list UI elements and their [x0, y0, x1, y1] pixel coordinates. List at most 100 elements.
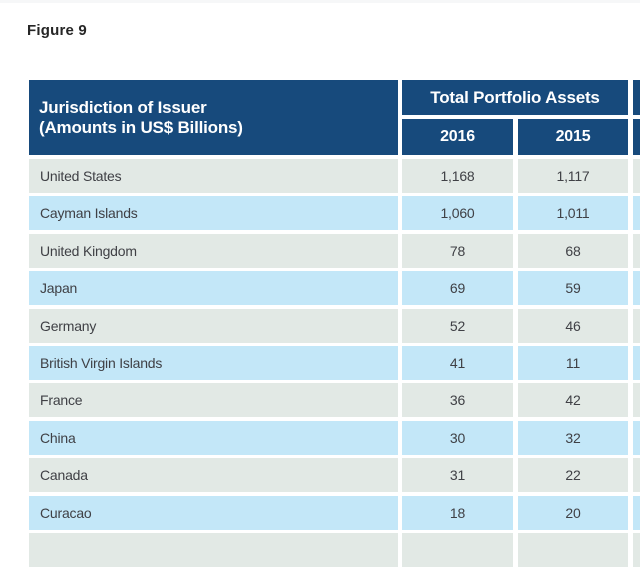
column-divider — [513, 271, 518, 306]
value-2016-cell: 78 — [402, 233, 513, 268]
column-divider — [513, 233, 518, 268]
table-row: British Virgin Islands 41 11 — [29, 345, 640, 380]
column-divider — [628, 271, 633, 306]
header-year-row: 2016 2015 — [402, 119, 640, 155]
truncated-column-sliver — [633, 308, 640, 343]
value-2016-cell: 41 — [402, 345, 513, 380]
column-divider — [628, 345, 633, 380]
truncated-column-sliver — [633, 345, 640, 380]
table-rows: United States 1,168 1,117 Cayman Islands… — [29, 159, 640, 530]
jurisdiction-cell: United States — [29, 159, 398, 193]
truncated-column-sliver — [633, 271, 640, 306]
table-row: Canada 31 22 — [29, 458, 640, 493]
column-divider — [513, 308, 518, 343]
column-divider — [513, 119, 518, 155]
header-truncated-column-sliver — [633, 119, 640, 155]
column-divider — [513, 420, 518, 455]
column-divider — [628, 308, 633, 343]
value-2016-cell: 52 — [402, 308, 513, 343]
table-row: France 36 42 — [29, 383, 640, 418]
column-divider — [513, 495, 518, 530]
value-2015-cell: 42 — [518, 383, 628, 418]
column-divider — [628, 119, 633, 155]
table-row: Curacao 18 20 — [29, 495, 640, 530]
table-row: United States 1,168 1,117 — [29, 159, 640, 193]
column-divider — [398, 383, 402, 418]
portfolio-assets-table: Jurisdiction of Issuer (Amounts in US$ B… — [29, 80, 640, 567]
column-divider — [398, 420, 402, 455]
value-2015-cell: 1,011 — [518, 196, 628, 231]
header-jurisdiction-line1: Jurisdiction of Issuer — [39, 97, 207, 117]
value-2016-cell: 69 — [402, 271, 513, 306]
column-divider — [628, 383, 633, 418]
value-2015-cell: 46 — [518, 308, 628, 343]
table-row: Germany 52 46 — [29, 308, 640, 343]
value-2016-cell: 30 — [402, 420, 513, 455]
truncated-column-sliver — [633, 458, 640, 493]
value-2016-cell: 1,168 — [402, 159, 513, 193]
column-divider — [398, 271, 402, 306]
column-divider — [628, 80, 633, 115]
header-year-2015: 2015 — [518, 119, 628, 155]
value-2016-cell: 31 — [402, 458, 513, 493]
column-divider — [398, 233, 402, 268]
column-divider — [398, 308, 402, 343]
jurisdiction-cell: United Kingdom — [29, 233, 398, 268]
jurisdiction-cell: Japan — [29, 271, 398, 306]
header-total-portfolio-assets: Total Portfolio Assets — [402, 80, 628, 115]
table-row: China 30 32 — [29, 420, 640, 455]
row-divider — [402, 115, 640, 119]
table-row: Japan 69 59 — [29, 271, 640, 306]
header-year-2016: 2016 — [402, 119, 513, 155]
value-2016-cell: 1,060 — [402, 196, 513, 231]
value-2016-cell: 18 — [402, 495, 513, 530]
truncated-column-sliver — [633, 532, 640, 567]
header-group-row: Total Portfolio Assets — [402, 80, 640, 115]
value-2015-cell: 22 — [518, 458, 628, 493]
value-2015-cell: 20 — [518, 495, 628, 530]
truncated-column-sliver — [633, 420, 640, 455]
figure-label: Figure 9 — [27, 22, 87, 39]
column-divider — [513, 159, 518, 193]
page-top-edge — [0, 0, 640, 3]
jurisdiction-cell: Cayman Islands — [29, 196, 398, 231]
value-2016-cell: 36 — [402, 383, 513, 418]
column-divider — [398, 345, 402, 380]
column-divider — [628, 233, 633, 268]
jurisdiction-cell: British Virgin Islands — [29, 345, 398, 380]
value-2015-cell — [518, 532, 628, 567]
column-divider — [628, 420, 633, 455]
column-divider — [628, 196, 633, 231]
header-right-group: Total Portfolio Assets 2016 2015 — [402, 80, 640, 155]
table-row: United Kingdom 78 68 — [29, 233, 640, 268]
column-divider — [628, 458, 633, 493]
value-2015-cell: 1,117 — [518, 159, 628, 193]
column-divider — [398, 196, 402, 231]
column-divider — [513, 345, 518, 380]
jurisdiction-cell: Germany — [29, 308, 398, 343]
partial-table-row — [29, 532, 640, 567]
column-divider — [398, 159, 402, 193]
header-jurisdiction-line2: (Amounts in US$ Billions) — [39, 117, 243, 137]
jurisdiction-cell: China — [29, 420, 398, 455]
table-row: Cayman Islands 1,060 1,011 — [29, 196, 640, 231]
value-2015-cell: 68 — [518, 233, 628, 268]
column-divider — [628, 159, 633, 193]
jurisdiction-cell: Curacao — [29, 495, 398, 530]
truncated-column-sliver — [633, 383, 640, 418]
column-divider — [628, 495, 633, 530]
column-divider — [513, 383, 518, 418]
value-2016-cell — [402, 532, 513, 567]
header-truncated-column-sliver — [633, 80, 640, 115]
value-2015-cell: 59 — [518, 271, 628, 306]
value-2015-cell: 11 — [518, 345, 628, 380]
truncated-column-sliver — [633, 495, 640, 530]
jurisdiction-cell — [29, 532, 398, 567]
jurisdiction-cell: Canada — [29, 458, 398, 493]
value-2015-cell: 32 — [518, 420, 628, 455]
truncated-column-sliver — [633, 233, 640, 268]
column-divider — [398, 458, 402, 493]
column-divider — [513, 196, 518, 231]
table-header: Jurisdiction of Issuer (Amounts in US$ B… — [29, 80, 640, 155]
column-divider — [398, 495, 402, 530]
